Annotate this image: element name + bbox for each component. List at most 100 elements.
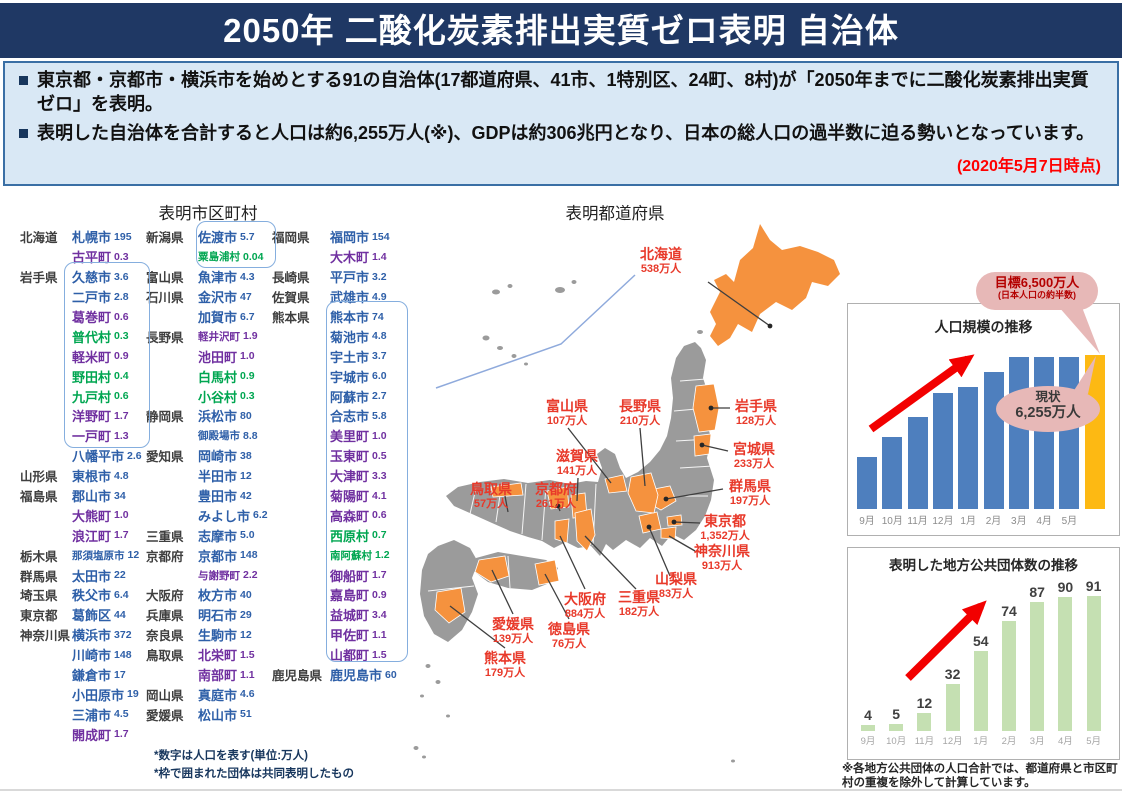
prefecture-name: 鳥取県 xyxy=(470,481,512,497)
prefecture-map-label: 愛媛県 139万人 xyxy=(492,616,534,646)
population-value: 4.8 xyxy=(372,330,387,343)
count-value: 87 xyxy=(1029,584,1045,600)
population-value: 6.7 xyxy=(240,310,255,323)
list-item: 大熊町 1.0 xyxy=(20,505,142,525)
municipality-name: 池田町 xyxy=(198,349,238,365)
list-item: 東京都 葛飾区 44 xyxy=(20,605,142,625)
list-item: 小田原市 19 xyxy=(20,684,142,704)
list-item: 長野県 軽井沢町 1.9 xyxy=(146,326,268,346)
population-value: 0.04 xyxy=(243,250,264,263)
municipality-name: 西原村 xyxy=(330,528,370,544)
kumamoto-shape xyxy=(434,587,466,624)
iwate-shape xyxy=(692,383,720,433)
toyama-shape xyxy=(604,474,628,494)
list-item: 阿蘇市 2.7 xyxy=(272,386,397,406)
prefecture-population: 141万人 xyxy=(556,464,598,477)
municipality-name: 北栄町 xyxy=(198,648,238,664)
population-value: 4.3 xyxy=(240,270,255,283)
axis-label: 4月 xyxy=(1057,736,1073,747)
list-item: 新潟県 佐渡市 5.7 xyxy=(146,227,268,247)
municipality-name: 浜松市 xyxy=(198,409,238,425)
bullet-2: 表明した自治体を合計すると人口は約6,255万人(※)、GDPは約306兆円とな… xyxy=(19,121,1103,145)
population-value: 17 xyxy=(114,668,126,681)
list-item: 御殿場市 8.8 xyxy=(146,426,268,446)
prefecture-map-label: 大阪府 884万人 xyxy=(564,591,606,621)
municipality-name: 佐渡市 xyxy=(198,230,238,246)
list-item: 神奈川県 横浜市 372 xyxy=(20,625,142,645)
list-item: 野田村 0.4 xyxy=(20,366,142,386)
population-value: 1.7 xyxy=(372,569,387,582)
count-value: 32 xyxy=(944,666,961,682)
municipality-name: 合志市 xyxy=(330,409,370,425)
target-value: 目標6,500万人 xyxy=(994,275,1080,290)
prefecture-label: 北海道 xyxy=(20,231,58,246)
list-item: 奈良県 生駒市 12 xyxy=(146,625,268,645)
count-bar xyxy=(973,651,988,731)
prefecture-map-label: 熊本県 179万人 xyxy=(484,650,526,680)
list-item: 群馬県 太田市 22 xyxy=(20,565,142,585)
prefecture-population: 179万人 xyxy=(484,666,526,679)
population-value: 44 xyxy=(114,608,126,621)
municipality-name: 小谷村 xyxy=(198,389,238,405)
municipality-name: 半田市 xyxy=(198,469,238,485)
axis-label: 1月 xyxy=(960,516,976,527)
list-item: 栃木県 那須塩原市 12 xyxy=(20,545,142,565)
municipality-name: 軽井沢町 xyxy=(198,330,240,343)
list-item: 葛巻町 0.6 xyxy=(20,307,142,327)
list-item: 岡山県 真庭市 4.6 xyxy=(146,684,268,704)
population-value: 372 xyxy=(114,628,132,641)
population-value: 6.4 xyxy=(114,588,129,601)
population-value: 0.6 xyxy=(372,509,387,522)
count-value: 91 xyxy=(1085,578,1102,594)
prefecture-label: 鹿児島県 xyxy=(272,669,323,684)
axis-label: 5月 xyxy=(1061,516,1078,527)
count-value: 12 xyxy=(916,695,933,711)
population-value: 51 xyxy=(240,708,252,721)
prefecture-map-label: 岩手県 128万人 xyxy=(735,398,777,428)
bottom-divider xyxy=(0,789,1122,791)
prefecture-map-label: 神奈川県 913万人 xyxy=(694,543,750,573)
list-item: 大津町 3.3 xyxy=(272,466,397,486)
municipality-name: 玉東町 xyxy=(330,449,370,465)
municipality-name: 九戸村 xyxy=(72,389,112,405)
prefecture-population: 107万人 xyxy=(546,414,588,427)
population-value: 1.7 xyxy=(114,409,129,422)
prefecture-name: 東京都 xyxy=(704,513,746,529)
municipality-name: 真庭市 xyxy=(198,687,238,703)
population-value: 1.1 xyxy=(240,668,255,681)
municipality-name: 美里町 xyxy=(330,429,370,445)
prefecture-map-label: 三重県 182万人 xyxy=(618,589,660,619)
count-value: 90 xyxy=(1057,579,1074,595)
municipality-name: 南部町 xyxy=(198,668,238,684)
population-value: 34 xyxy=(114,489,126,502)
current-label: 現状 xyxy=(1035,390,1061,404)
population-value: 5.0 xyxy=(240,529,255,542)
prefecture-label: 新潟県 xyxy=(146,231,184,246)
list-item: 福岡県 福岡市 154 xyxy=(272,227,397,247)
population-bar xyxy=(857,457,877,509)
list-item: 兵庫県 明石市 29 xyxy=(146,605,268,625)
population-value: 4.1 xyxy=(372,489,387,502)
list-item: 加賀市 6.7 xyxy=(146,307,268,327)
population-value: 42 xyxy=(240,489,252,502)
municipality-name: 郡山市 xyxy=(72,489,112,505)
municipality-name: 大津町 xyxy=(330,469,370,485)
count-value: 5 xyxy=(892,706,901,722)
list-item: 半田市 12 xyxy=(146,466,268,486)
population-value: 38 xyxy=(240,449,252,462)
population-value: 1.1 xyxy=(372,628,387,641)
municipality-name: 二戸市 xyxy=(72,290,112,306)
hokkaido-shape xyxy=(710,224,840,346)
list-item: 富山県 魚津市 4.3 xyxy=(146,267,268,287)
population-value: 4.5 xyxy=(114,708,129,721)
prefecture-label: 兵庫県 xyxy=(146,609,184,624)
municipality-name: 明石市 xyxy=(198,608,238,624)
prefecture-name: 愛媛県 xyxy=(492,616,534,632)
municipality-name: 山都町 xyxy=(330,648,370,664)
municipality-name: 横浜市 xyxy=(72,628,112,644)
prefecture-population: 182万人 xyxy=(618,605,660,618)
municipality-name: 大熊町 xyxy=(72,508,112,524)
list-item: 小谷村 0.3 xyxy=(146,386,268,406)
population-chart-title: 人口規模の推移 xyxy=(934,319,1033,335)
population-value: 12 xyxy=(240,628,252,641)
